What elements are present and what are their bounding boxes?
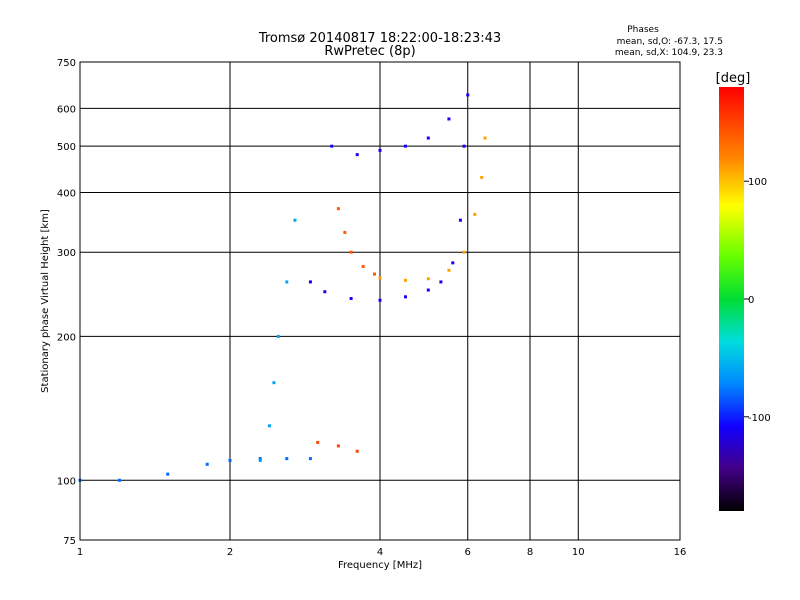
echo-point: [480, 175, 484, 179]
echo-point: [267, 424, 271, 428]
y-axis-label: Stationary phase Virtual Height [km]: [40, 209, 51, 393]
echo-point: [258, 457, 262, 461]
echo-point: [447, 117, 451, 121]
echo-point: [403, 144, 407, 148]
chart-title: Tromsø 20140817 18:22:00-18:23:43: [258, 31, 501, 46]
echo-point: [378, 148, 382, 152]
x-tick-label: 1: [77, 547, 83, 558]
echo-point: [403, 278, 407, 282]
colorbar-ticks: 100 0 -100: [744, 177, 771, 424]
y-tick-label: 600: [57, 104, 76, 115]
echo-point: [316, 440, 320, 444]
grid: [80, 62, 680, 540]
echo-point: [439, 280, 443, 284]
echo-point: [285, 457, 289, 461]
x-axis-ticks: 1 2 4 6 8 10 16: [77, 547, 687, 558]
x-tick-label: 6: [465, 547, 471, 558]
echo-point: [293, 218, 297, 222]
echo-point: [355, 153, 359, 157]
phases-heading: Phases: [627, 25, 659, 35]
echo-point: [426, 288, 430, 292]
echo-point: [258, 458, 262, 462]
echo-point: [272, 381, 276, 385]
y-tick-label: 300: [57, 248, 76, 259]
echo-point: [336, 207, 340, 211]
echo-point: [483, 136, 487, 140]
data-points: [78, 93, 487, 482]
echo-point: [323, 290, 327, 294]
x-tick-label: 4: [377, 547, 383, 558]
echo-point: [451, 261, 455, 265]
x-axis-label: Frequency [MHz]: [338, 560, 422, 571]
echo-point: [355, 449, 359, 453]
y-axis-ticks: 75 100 200 300 400 500 600 750: [57, 58, 76, 547]
echo-point: [330, 144, 334, 148]
x-tick-label: 2: [227, 547, 233, 558]
colorbar-tick-label: -100: [748, 413, 771, 424]
y-tick-label: 500: [57, 142, 76, 153]
y-tick-label: 75: [63, 536, 76, 547]
echo-point: [336, 444, 340, 448]
colorbar-tick-label: 0: [748, 295, 754, 306]
plot-frame: [79, 61, 681, 541]
echo-point: [378, 298, 382, 302]
chart-subtitle: RwPretec (8p): [324, 44, 415, 59]
echo-point: [373, 272, 377, 276]
x-tick-label: 16: [674, 547, 687, 558]
y-tick-label: 100: [57, 476, 76, 487]
phases-line-x: mean, sd,X: 104.9, 23.3: [615, 48, 723, 58]
colorbar: [719, 87, 744, 511]
echo-point: [308, 280, 312, 284]
echo-point: [473, 212, 477, 216]
echo-point: [447, 268, 451, 272]
y-tick-label: 200: [57, 332, 76, 343]
colorbar-tick-label: 100: [748, 177, 767, 188]
echo-point: [228, 458, 232, 462]
echo-point: [308, 457, 312, 461]
echo-point: [378, 276, 382, 280]
echo-point: [458, 218, 462, 222]
echo-point: [349, 250, 353, 254]
echo-point: [276, 334, 280, 338]
x-tick-label: 8: [527, 547, 533, 558]
echo-point: [343, 230, 347, 234]
echo-point: [403, 295, 407, 299]
echo-point: [285, 280, 289, 284]
y-tick-label: 750: [57, 58, 76, 69]
echo-point: [426, 136, 430, 140]
colorbar-label: [deg]: [716, 71, 751, 86]
x-tick-label: 10: [572, 547, 585, 558]
echo-point: [361, 265, 365, 269]
echo-point: [426, 277, 430, 281]
echo-point: [117, 478, 121, 482]
echo-point: [166, 472, 170, 476]
echo-point: [462, 144, 466, 148]
echo-point: [205, 462, 209, 466]
y-tick-label: 400: [57, 188, 76, 199]
phases-line-o: mean, sd,O: -67.3, 17.5: [617, 37, 723, 47]
echo-point: [462, 250, 466, 254]
echo-point: [349, 297, 353, 301]
echo-point: [466, 93, 470, 97]
